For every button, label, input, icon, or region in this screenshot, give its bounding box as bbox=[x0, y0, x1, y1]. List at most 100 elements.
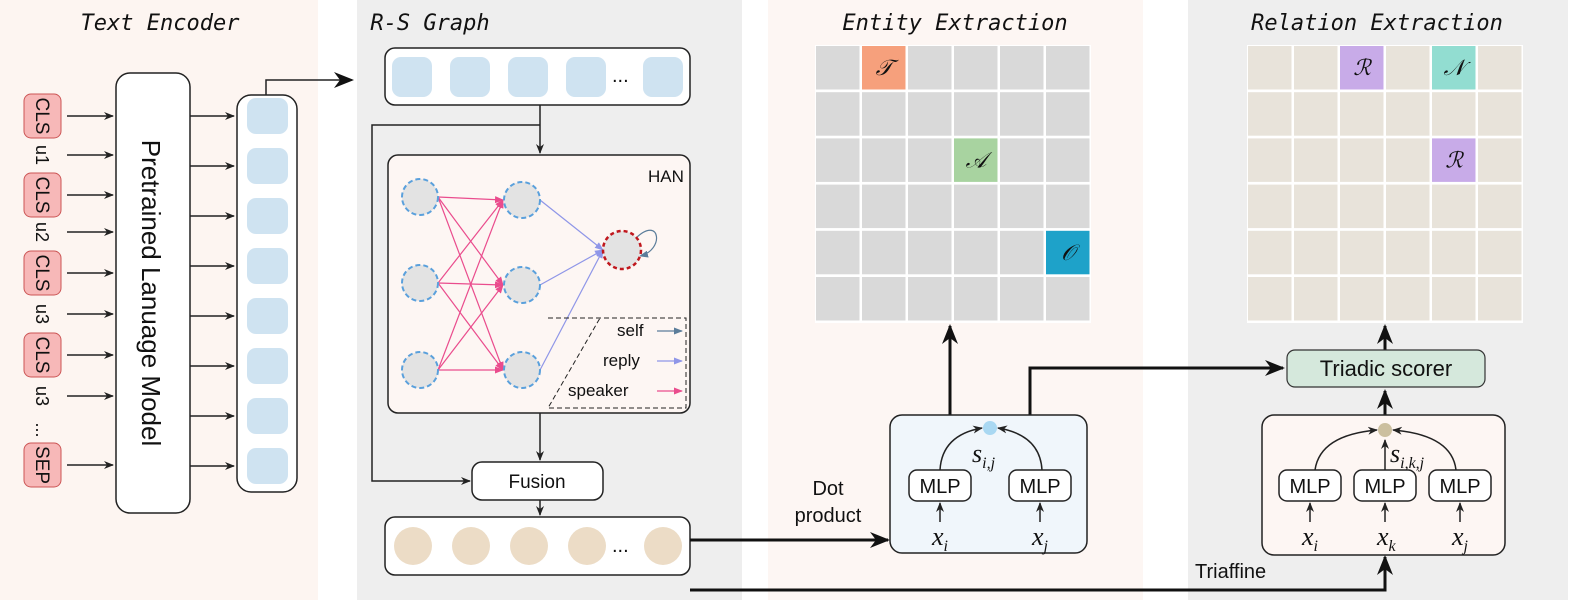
encoder-output-cell bbox=[247, 198, 288, 234]
grid-cell bbox=[1248, 92, 1292, 136]
grid-cell bbox=[1478, 46, 1522, 90]
reply-edge bbox=[539, 199, 604, 251]
token-label: u1 bbox=[32, 145, 52, 165]
grid-cell bbox=[862, 184, 906, 229]
mlp-j-to-score bbox=[997, 425, 1043, 471]
dot-product-label-1: Dot bbox=[812, 478, 844, 500]
grid-cell bbox=[1340, 277, 1384, 321]
panel-title-rs-graph: R-S Graph bbox=[370, 11, 489, 36]
mlp-box bbox=[1428, 469, 1492, 502]
grid-cell bbox=[1000, 46, 1044, 90]
bottom-ellipsis: ... bbox=[612, 535, 629, 557]
grid-cell bbox=[1340, 92, 1384, 136]
grid-cell bbox=[1386, 46, 1430, 90]
token-box bbox=[23, 172, 62, 218]
mlp-label: MLP bbox=[1439, 476, 1480, 498]
target-node bbox=[601, 229, 643, 271]
grid-cell bbox=[1432, 230, 1476, 275]
input-tokens: CLS u1 CLS u2 CLS u3 CLS u3... SEP bbox=[23, 93, 114, 488]
grid-cell bbox=[1294, 230, 1338, 275]
grid-cell bbox=[1340, 138, 1384, 182]
entity-grid: 𝒯𝒜𝒪 bbox=[815, 45, 1091, 323]
triaffine-label: Triaffine bbox=[1195, 561, 1266, 583]
plm-box bbox=[115, 72, 191, 514]
fused-cells bbox=[394, 527, 682, 565]
fused-cell bbox=[644, 527, 682, 565]
grid-cell bbox=[1294, 277, 1338, 321]
input-variable: xj bbox=[1451, 522, 1469, 555]
fused-cell bbox=[452, 527, 490, 565]
grid-cell bbox=[1000, 230, 1044, 275]
grid-cell bbox=[1478, 230, 1522, 275]
grid-cell bbox=[1294, 46, 1338, 90]
grid-cell bbox=[816, 230, 860, 275]
grid-cell bbox=[954, 184, 998, 229]
mlp-label: MLP bbox=[1289, 476, 1330, 498]
grid-cell bbox=[1046, 277, 1090, 321]
grid-cell bbox=[1248, 138, 1292, 182]
fusion-box bbox=[471, 461, 604, 501]
grid-cell bbox=[1248, 46, 1292, 90]
encoder-output-cells bbox=[190, 98, 288, 484]
grid-cell bbox=[816, 138, 860, 182]
to-triadic-scorer-arrow bbox=[1028, 360, 1285, 415]
speaker-edge bbox=[437, 196, 504, 204]
skip-connection-arrow bbox=[371, 124, 540, 485]
grid-background bbox=[1247, 45, 1523, 323]
token-label: SEP bbox=[31, 446, 52, 484]
token-label: u3 bbox=[32, 304, 52, 324]
token-label: CLS bbox=[31, 177, 52, 214]
cell-label: ℛ bbox=[1445, 147, 1464, 172]
encoder-output-cell bbox=[247, 298, 288, 334]
grid-cell bbox=[1046, 92, 1090, 136]
grid-cell bbox=[862, 230, 906, 275]
grid-cell bbox=[1294, 92, 1338, 136]
legend-box bbox=[547, 317, 687, 409]
relation-mlps: MLP xi MLP xk MLP xj bbox=[1278, 469, 1492, 555]
utterance-cell bbox=[392, 57, 432, 97]
encoder-output-cell bbox=[247, 448, 288, 484]
labeled-cell bbox=[954, 138, 998, 182]
token-box bbox=[23, 250, 62, 296]
token-label: CLS bbox=[31, 255, 52, 292]
fusion-label: Fusion bbox=[508, 472, 565, 493]
token-label: u3 bbox=[32, 386, 52, 406]
encoder-to-graph-arrow bbox=[265, 72, 354, 95]
entity-score-node bbox=[983, 421, 997, 435]
to-triaffine-arrow bbox=[690, 555, 1393, 592]
token-box bbox=[23, 442, 62, 488]
input-variable: xi bbox=[931, 522, 948, 555]
encoder-output-box bbox=[236, 94, 298, 493]
encoder-output-cell bbox=[247, 348, 288, 384]
token-box bbox=[23, 93, 62, 139]
grid-cell bbox=[908, 92, 952, 136]
utterance-node bbox=[401, 351, 439, 389]
plm-label: Pretrained Lanuage Model bbox=[136, 140, 166, 446]
grid-cell bbox=[1386, 184, 1430, 229]
fused-cell bbox=[568, 527, 606, 565]
grid-cell bbox=[1432, 92, 1476, 136]
mlp-j-to-triadic bbox=[1392, 426, 1457, 471]
utterance-cell bbox=[450, 57, 490, 97]
token-box bbox=[23, 332, 62, 378]
top-ellipsis: ... bbox=[612, 65, 629, 87]
grid-cell bbox=[1432, 277, 1476, 321]
entity-score-s: si,j bbox=[972, 439, 996, 472]
utterance-cell bbox=[508, 57, 548, 97]
grid-cell bbox=[1248, 184, 1292, 229]
mlp-i-to-score bbox=[939, 425, 983, 471]
grid-cell bbox=[1046, 138, 1090, 182]
grid-cell bbox=[908, 138, 952, 182]
grid-cell bbox=[1046, 46, 1090, 90]
grid-cell bbox=[1386, 230, 1430, 275]
fused-cell bbox=[394, 527, 432, 565]
utterance-cell bbox=[566, 57, 606, 97]
speaker-edge bbox=[437, 199, 504, 284]
grid-cell bbox=[1340, 230, 1384, 275]
legend-self: self bbox=[617, 321, 644, 340]
encoder-output-cell bbox=[247, 248, 288, 284]
triadic-scorer-label: Triadic scorer bbox=[1320, 356, 1452, 381]
grid-cell bbox=[816, 46, 860, 90]
grid-background bbox=[815, 45, 1091, 323]
